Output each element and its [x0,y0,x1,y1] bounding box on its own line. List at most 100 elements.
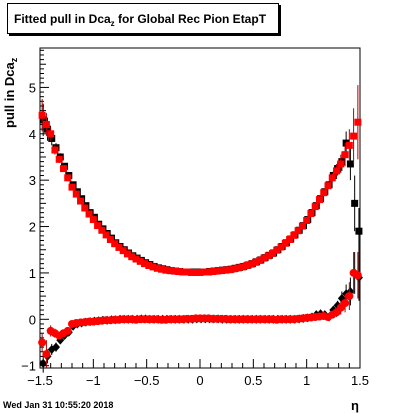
data-point [183,268,191,276]
data-point [81,204,89,212]
data-point [64,174,72,182]
data-point [351,199,359,207]
chart-title-main: Fitted pull in Dca [14,12,111,26]
y-tick-label: 3 [29,173,36,188]
data-point [213,267,221,275]
data-point [38,338,47,347]
data-point [68,183,76,191]
data-point [346,160,354,168]
x-tick-label: −1 [86,373,101,388]
x-tick-label: −1.5 [27,373,53,388]
data-point [170,267,178,275]
y-tick-label: 4 [29,127,36,142]
data-point [179,268,187,276]
data-point [345,141,353,149]
data-point [324,182,332,190]
data-point [311,203,319,211]
data-point [39,358,48,368]
series-1 [38,85,362,276]
data-point [239,263,247,271]
x-tick-label: 0.5 [244,373,262,388]
y-axis-label-subscript: z [9,57,19,63]
data-point [145,262,153,270]
data-point [243,262,251,270]
data-point [315,196,323,204]
data-point [115,243,123,251]
data-point [72,190,80,198]
data-point [256,256,264,264]
data-point [286,236,294,244]
data-point [298,222,306,230]
x-tick-label: 1.5 [351,373,369,388]
data-point [247,260,255,268]
data-point [102,231,110,239]
y-tick-label: −1 [21,359,36,374]
data-point [123,250,131,258]
series-0 [39,103,363,276]
data-point [119,247,127,255]
x-axis: −1.5 −1 −0.5 0 0.5 1 1.5 [27,359,369,388]
data-point [63,326,72,335]
data-point [48,134,56,142]
x-tick-label: −0.5 [134,373,160,388]
data-point [269,249,277,257]
data-point [217,267,225,275]
data-point [153,264,161,272]
data-point [111,240,119,248]
x-tick-label: 0 [196,373,203,388]
data-point [281,239,289,247]
data-point [277,243,285,251]
data-point [355,227,363,235]
data-point [234,264,242,272]
data-point [320,189,328,197]
data-point [307,210,315,218]
data-point [333,167,341,175]
data-point [39,116,47,124]
data-point [94,222,102,230]
data-point [264,252,272,260]
data-point [166,267,174,275]
data-point [222,266,230,274]
data-point [158,265,166,273]
data-point [294,227,302,235]
data-point [128,253,136,261]
x-axis-label: η [351,398,359,413]
data-point [55,155,63,163]
data-point [42,350,51,359]
data-point [209,268,217,276]
data-point [328,174,336,182]
y-axis-label: pull in Dcaz [2,28,22,128]
series-3 [38,252,362,368]
data-point [350,132,358,140]
data-point [196,268,204,276]
data-point [51,146,59,154]
data-point [251,258,259,266]
data-point [77,197,85,205]
data-point [187,268,195,276]
data-point [226,266,234,274]
data-point [85,210,93,218]
data-point [89,216,97,224]
data-point [205,268,213,276]
y-tick-label: 1 [29,266,36,281]
data-point [200,268,208,276]
data-point [52,342,60,352]
data-point [230,265,238,273]
data-point [43,125,51,133]
data-point [136,257,144,265]
data-point [290,231,298,239]
data-point [175,268,183,276]
data-point [341,151,349,159]
y-tick-label: 5 [29,80,36,95]
data-point [59,165,67,173]
data-point [141,260,149,268]
data-point [98,226,106,234]
data-point [303,217,311,225]
data-point [149,263,157,271]
data-point [106,236,114,244]
data-point [345,292,354,301]
y-tick-label: 2 [29,220,36,235]
chart-title-subscript: z [110,19,115,28]
x-tick-label: 1 [303,373,310,388]
